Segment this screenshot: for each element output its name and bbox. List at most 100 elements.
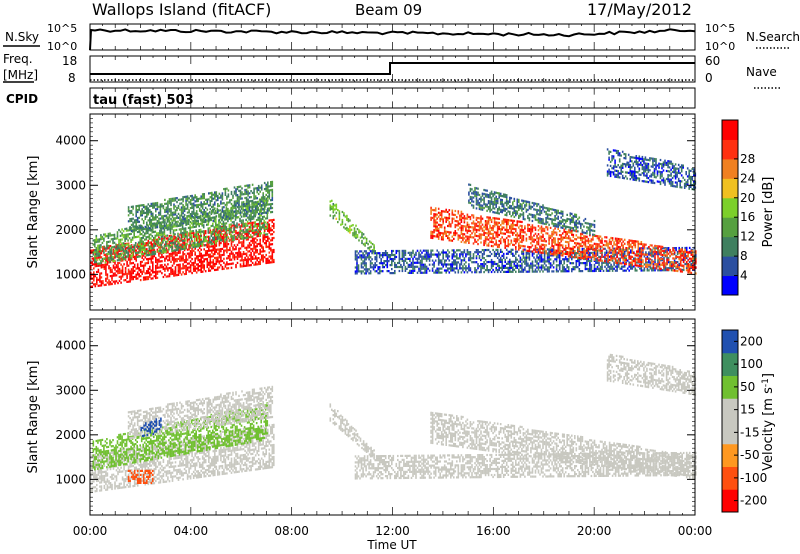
data-cell: [640, 259, 643, 262]
data-cell: [260, 246, 263, 249]
data-cell: [162, 217, 165, 220]
data-cell: [91, 249, 94, 252]
data-cell: [356, 254, 358, 257]
data-cell: [451, 255, 454, 258]
data-cell: [395, 265, 398, 269]
data-cell: [344, 223, 347, 226]
data-cell: [381, 254, 384, 257]
data-cell: [194, 204, 196, 207]
data-cell: [273, 230, 275, 234]
data-cell: [115, 252, 118, 255]
data-cell: [150, 214, 153, 218]
data-cell: [119, 238, 122, 241]
data-cell: [171, 270, 174, 273]
data-cell: [236, 226, 238, 229]
data-cell: [197, 257, 199, 260]
data-cell: [122, 250, 125, 253]
data-cell: [409, 259, 411, 262]
data-cell: [436, 271, 438, 274]
data-cell: [361, 231, 363, 235]
data-cell: [646, 247, 649, 250]
data-cell: [183, 259, 186, 262]
data-cell: [440, 271, 443, 274]
data-cell: [194, 235, 196, 238]
data-cell: [103, 251, 105, 254]
data-cell: [248, 254, 251, 257]
data-cell: [542, 258, 544, 261]
data-cell: [331, 199, 333, 202]
data-cell: [460, 253, 463, 256]
data-cell: [121, 234, 123, 237]
data-cell: [94, 241, 96, 244]
data-cell: [200, 209, 202, 212]
data-cell: [226, 235, 228, 238]
data-cell: [273, 248, 275, 252]
data-cell: [236, 206, 239, 209]
data-cell: [456, 255, 458, 258]
data-cell: [99, 274, 101, 277]
data-cell: [129, 218, 131, 221]
data-cell: [433, 213, 435, 216]
data-cell: [99, 256, 101, 259]
data-cell: [147, 225, 150, 228]
data-cell: [135, 225, 137, 228]
data-cell: [161, 217, 163, 220]
data-cell: [256, 205, 258, 208]
data-cell: [496, 264, 499, 268]
data-cell: [268, 255, 271, 258]
data-cell: [437, 229, 440, 232]
data-cell: [413, 253, 416, 256]
data-cell: [628, 269, 630, 272]
data-cell: [104, 233, 107, 236]
data-cell: [605, 251, 608, 254]
data-cell: [97, 278, 100, 281]
data-cell: [666, 257, 668, 260]
data-cell: [605, 257, 608, 260]
data-cell: [188, 244, 190, 247]
data-cell: [208, 267, 210, 270]
data-cell: [90, 249, 92, 252]
data-cell: [226, 251, 228, 254]
data-cell: [214, 217, 216, 220]
data-cell: [192, 231, 195, 234]
data-cell: [153, 255, 156, 258]
data-cell: [502, 270, 505, 273]
data-cell: [578, 270, 581, 273]
data-cell: [262, 204, 264, 207]
data-cell: [437, 207, 440, 210]
data-cell: [141, 242, 143, 245]
data-cell: [335, 207, 338, 210]
data-cell: [678, 248, 680, 252]
data-cell: [245, 208, 247, 211]
data-cell: [196, 241, 199, 244]
data-cell: [273, 226, 275, 229]
data-cell: [260, 184, 263, 187]
data-cell: [267, 211, 269, 214]
data-cell: [216, 227, 219, 230]
data-cell: [245, 232, 248, 235]
data-cell: [555, 268, 558, 271]
data-cell: [117, 254, 119, 257]
data-cell: [146, 211, 148, 214]
data-cell: [148, 245, 151, 248]
data-cell: [183, 205, 186, 209]
data-cell: [179, 263, 181, 266]
data-cell: [225, 230, 228, 233]
data-cell: [239, 213, 242, 216]
data-cell: [259, 244, 261, 247]
data-cell: [174, 236, 177, 239]
data-cell: [366, 268, 369, 271]
data-cell: [198, 229, 200, 232]
data-cell: [167, 216, 169, 219]
data-cell: [165, 244, 167, 247]
data-cell: [131, 252, 134, 255]
data-cell: [109, 260, 111, 263]
data-cell: [637, 257, 640, 260]
data-cell: [495, 252, 497, 255]
data-cell: [118, 259, 120, 262]
data-cell: [192, 244, 194, 247]
data-cell: [219, 239, 222, 242]
data-cell: [253, 187, 255, 190]
data-cell: [507, 266, 510, 269]
data-cell: [498, 264, 500, 267]
